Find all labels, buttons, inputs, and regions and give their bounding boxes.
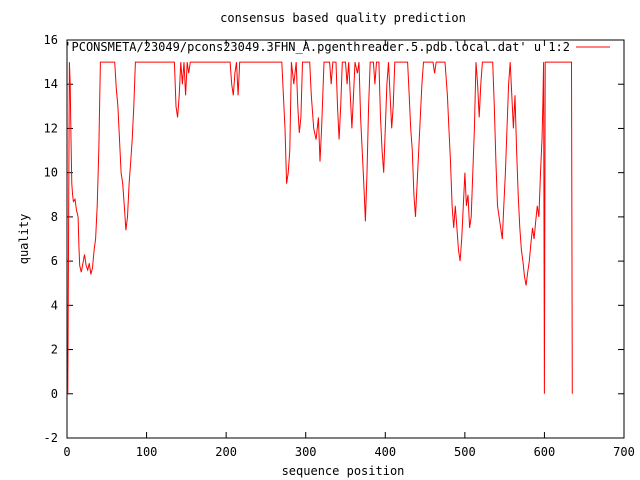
x-tick-label: 500 [454, 445, 476, 459]
chart-title: consensus based quality prediction [220, 11, 466, 25]
x-axis: 0 100 200 300 400 500 600 700 [63, 40, 635, 459]
legend: 'PCONSMETA/23049/pcons23049.3FHN_A.pgent… [64, 40, 610, 54]
y-axis-label: quality [17, 214, 31, 265]
y-tick-label: 4 [51, 298, 58, 312]
legend-label: 'PCONSMETA/23049/pcons23049.3FHN_A.pgent… [64, 40, 570, 54]
x-tick-label: 0 [63, 445, 70, 459]
y-tick-label: 0 [51, 387, 58, 401]
x-tick-label: 600 [534, 445, 556, 459]
y-tick-label: 12 [44, 121, 58, 135]
x-tick-label: 200 [215, 445, 237, 459]
y-tick-label: -2 [44, 431, 58, 445]
x-tick-label: 400 [374, 445, 396, 459]
x-tick-label: 700 [613, 445, 635, 459]
x-axis-label: sequence position [282, 464, 405, 478]
y-tick-label: 2 [51, 343, 58, 357]
plot-frame [66, 39, 625, 439]
y-tick-label: 8 [51, 210, 58, 224]
series-line [67, 61, 573, 394]
y-tick-label: 14 [44, 77, 58, 91]
y-tick-label: 6 [51, 254, 58, 268]
x-tick-label: 100 [136, 445, 158, 459]
x-tick-label: 300 [295, 445, 317, 459]
y-tick-label: 16 [44, 33, 58, 47]
y-axis: -2 0 2 4 6 8 10 12 14 16 [44, 33, 624, 445]
y-tick-label: 10 [44, 166, 58, 180]
